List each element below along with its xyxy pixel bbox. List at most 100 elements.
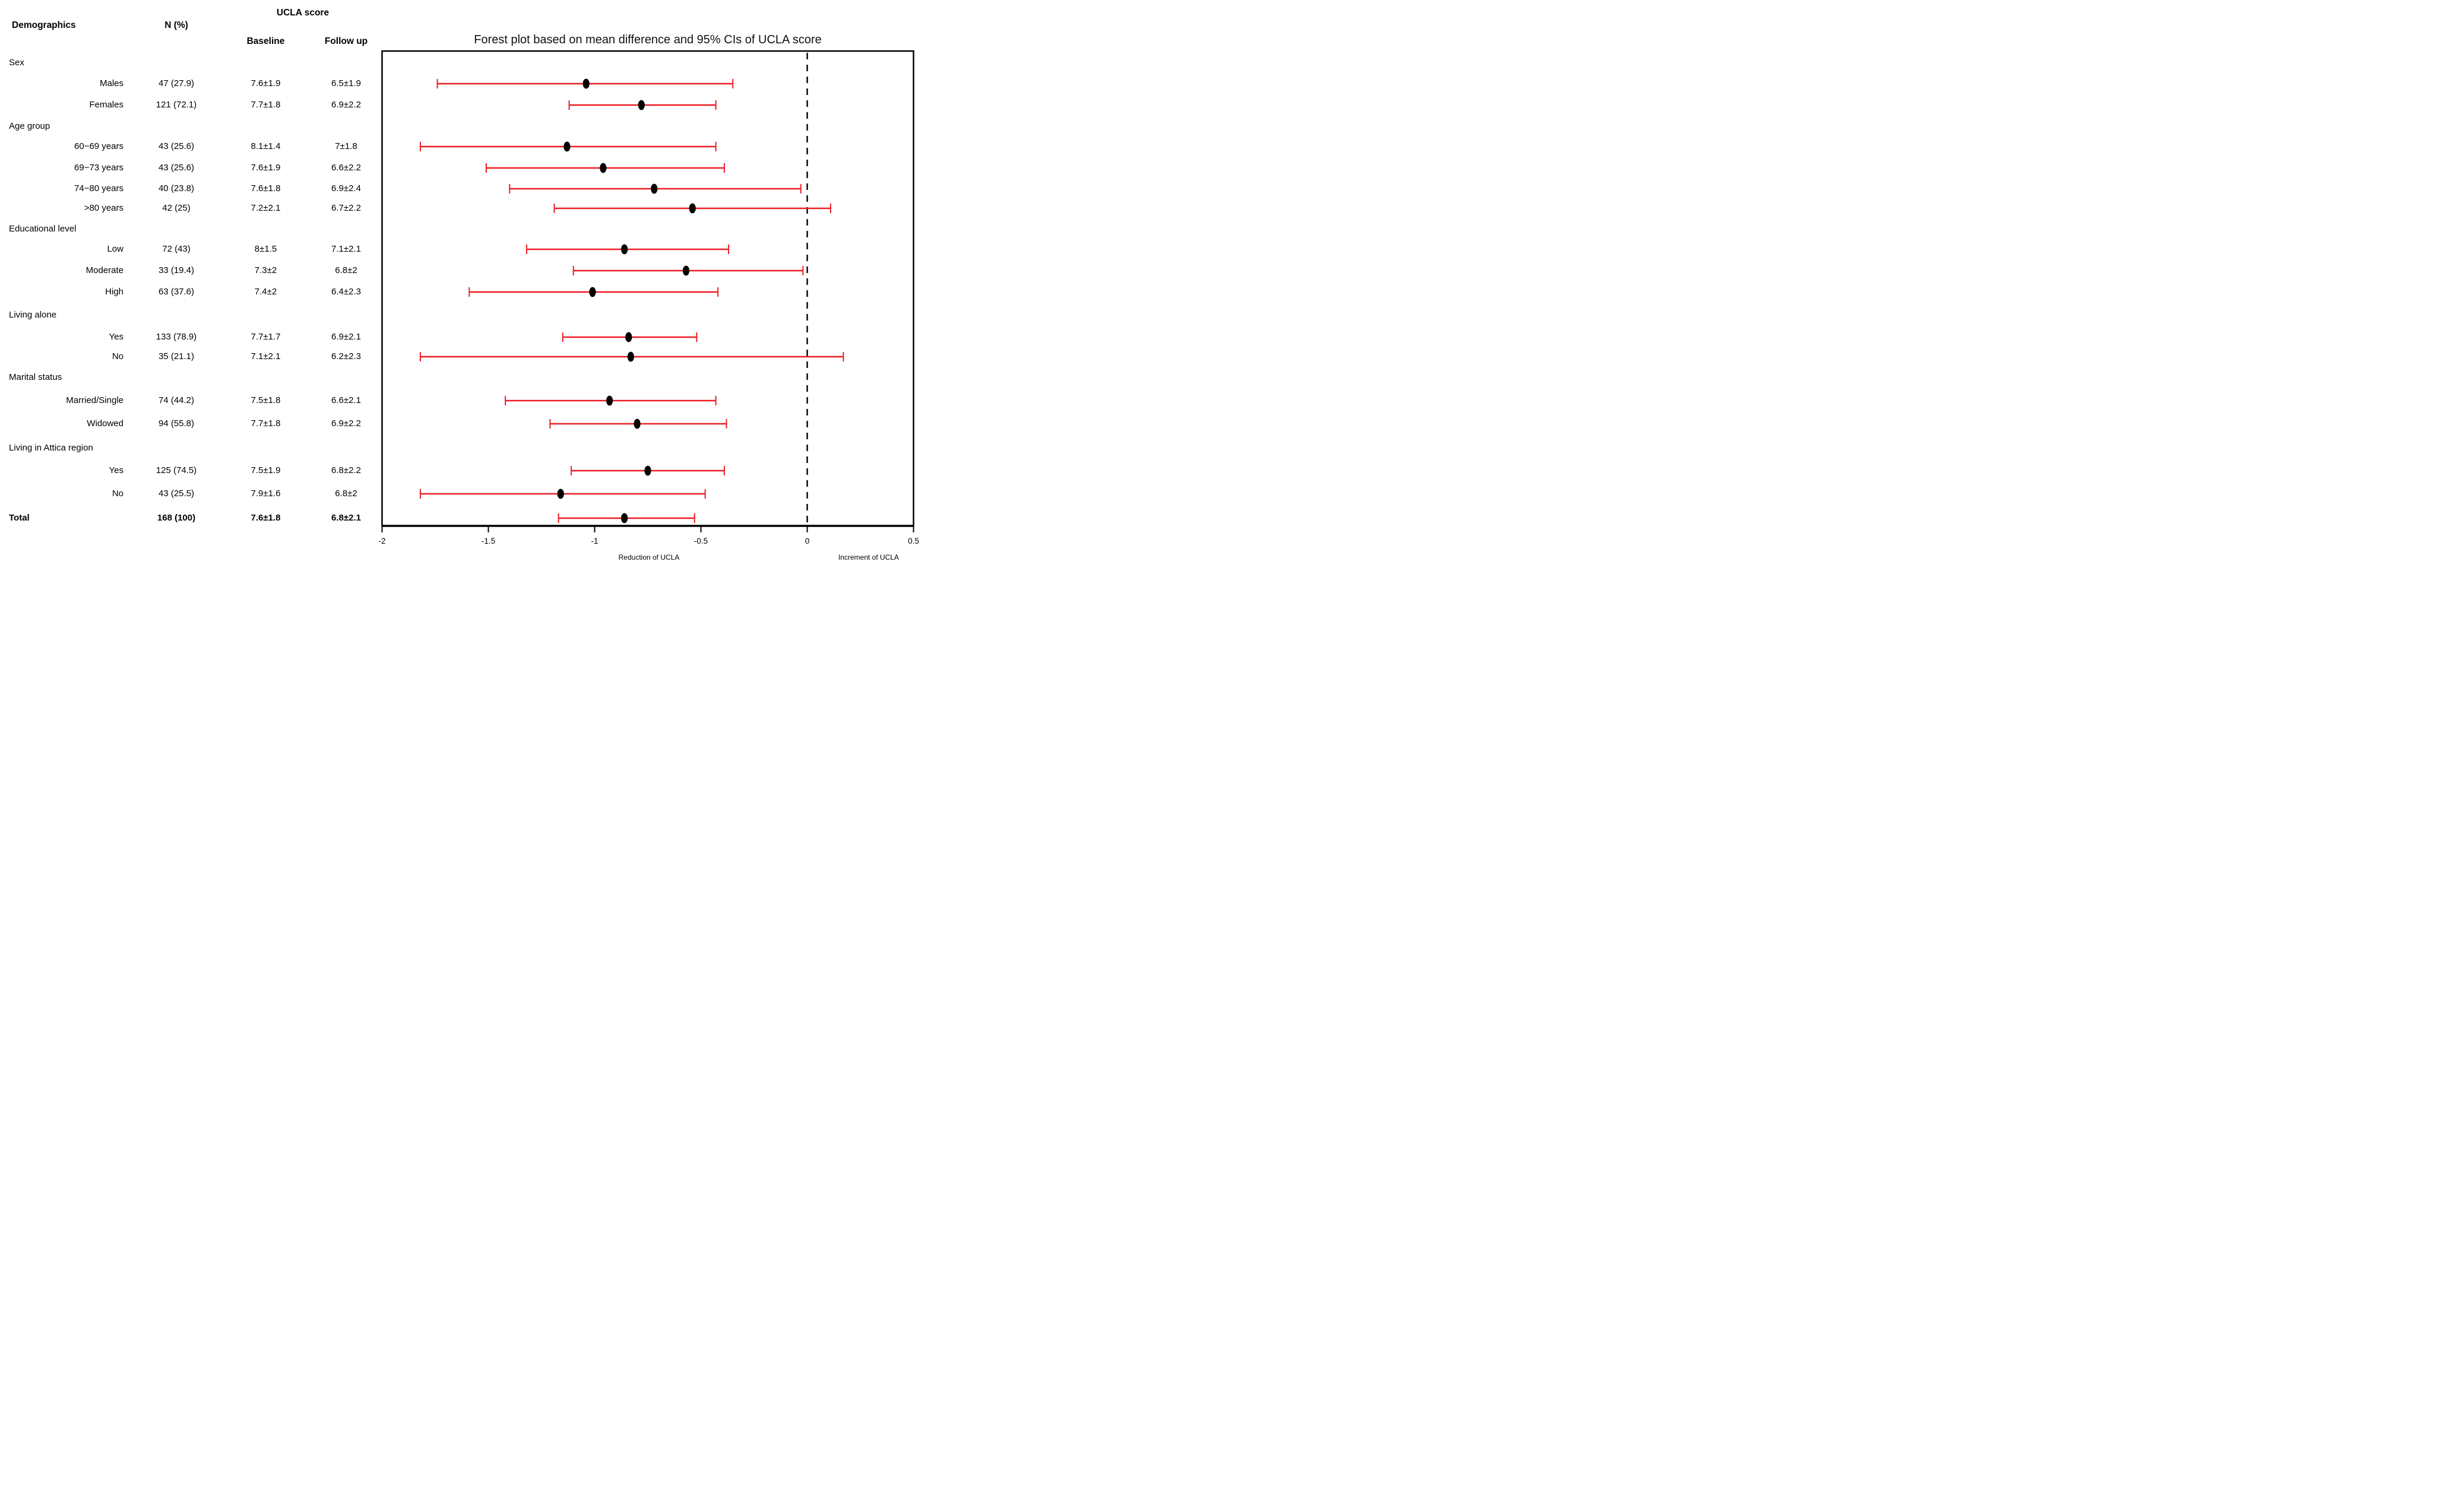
point-marker — [644, 465, 651, 476]
row-n-pct: 40 (23.8) — [158, 183, 195, 193]
table-row: Yes 133 (78.9) 7.7±1.7 6.9±2.1 — [0, 331, 380, 343]
forest-row — [419, 488, 706, 499]
row-label: Widowed — [87, 418, 123, 429]
row-followup: 6.6±2.1 — [331, 395, 361, 405]
row-baseline: 7.5±1.8 — [251, 395, 281, 405]
row-baseline: 7.7±1.8 — [251, 418, 281, 429]
row-followup: 6.9±2.4 — [331, 183, 361, 193]
row-n-pct: 47 (27.9) — [158, 78, 195, 88]
table-row: Males 47 (27.9) 7.6±1.9 6.5±1.9 — [0, 78, 380, 90]
row-label: Married/Single — [66, 395, 123, 405]
row-label: Moderate — [85, 265, 123, 275]
table-row: 60−69 years 43 (25.6) 8.1±1.4 7±1.8 — [0, 141, 380, 153]
point-marker — [621, 244, 628, 255]
row-followup: 6.9±2.1 — [331, 332, 361, 342]
forest-row — [568, 100, 717, 110]
row-followup: 6.8±2.1 — [331, 513, 361, 523]
col-header-ucla-score: UCLA score — [276, 8, 330, 18]
table-row: Low 72 (43) 8±1.5 7.1±2.1 — [0, 243, 380, 255]
x-tick-label: -2 — [378, 537, 385, 545]
point-marker — [606, 395, 613, 406]
row-n-pct: 133 (78.9) — [156, 332, 197, 342]
point-marker — [621, 513, 628, 524]
row-n-pct: 121 (72.1) — [156, 100, 197, 110]
point-marker — [625, 332, 632, 342]
table-row: Sex — [0, 57, 380, 69]
row-followup: 7.1±2.1 — [331, 244, 361, 254]
plot-border — [381, 50, 914, 527]
row-label: 74−80 years — [74, 183, 123, 193]
x-axis-caption-increment: Increment of UCLA — [838, 553, 900, 561]
row-label: 60−69 years — [74, 141, 123, 151]
row-baseline: 7.7±1.8 — [251, 100, 281, 110]
x-axis-caption-reduction: Reduction of UCLA — [618, 553, 680, 561]
row-followup: 6.9±2.2 — [331, 418, 361, 429]
row-label: Living alone — [9, 310, 57, 320]
row-n-pct: 94 (55.8) — [158, 418, 195, 429]
row-n-pct: 63 (37.6) — [158, 287, 195, 297]
chart-title: Forest plot based on mean difference and… — [474, 33, 822, 46]
forest-row — [562, 332, 698, 342]
row-baseline: 7.5±1.9 — [251, 465, 281, 475]
row-followup: 6.9±2.2 — [331, 100, 361, 110]
forest-row — [571, 465, 725, 476]
row-label: Females — [89, 100, 123, 110]
table-row: Living in Attica region — [0, 442, 380, 454]
row-label: Yes — [109, 332, 123, 342]
table-row: Total 168 (100) 7.6±1.8 6.8±2.1 — [0, 512, 380, 524]
row-label: Sex — [9, 58, 24, 68]
row-followup: 6.4±2.3 — [331, 287, 361, 297]
row-baseline: 7.1±2.1 — [251, 351, 281, 361]
point-marker — [638, 100, 645, 110]
row-label: Total — [9, 513, 30, 523]
table-row: 69−73 years 43 (25.6) 7.6±1.9 6.6±2.2 — [0, 162, 380, 174]
point-marker — [634, 418, 641, 429]
forest-row — [558, 513, 695, 524]
table-row: No 43 (25.5) 7.9±1.6 6.8±2 — [0, 488, 380, 500]
col-header-follow-up: Follow up — [324, 36, 368, 46]
table-row: Females 121 (72.1) 7.7±1.8 6.9±2.2 — [0, 99, 380, 111]
row-baseline: 7.7±1.7 — [251, 332, 281, 342]
row-followup: 6.8±2 — [335, 265, 357, 275]
table-row: 74−80 years 40 (23.8) 7.6±1.8 6.9±2.4 — [0, 183, 380, 195]
point-marker — [589, 287, 596, 297]
x-tick-label: -0.5 — [694, 537, 708, 545]
row-n-pct: 43 (25.6) — [158, 141, 195, 151]
forest-plot-figure: Demographics N (%) UCLA score Baseline F… — [0, 0, 924, 565]
table-row: >80 years 42 (25) 7.2±2.1 6.7±2.2 — [0, 202, 380, 214]
row-label: Age group — [9, 121, 50, 131]
row-baseline: 8.1±1.4 — [251, 141, 281, 151]
row-followup: 6.8±2 — [335, 488, 357, 499]
forest-row — [572, 265, 804, 276]
point-marker — [557, 488, 564, 499]
row-label: Marital status — [9, 372, 62, 382]
row-followup: 6.8±2.2 — [331, 465, 361, 475]
row-label: 69−73 years — [74, 163, 123, 173]
row-label: Educational level — [9, 224, 77, 234]
table-row: Yes 125 (74.5) 7.5±1.9 6.8±2.2 — [0, 465, 380, 477]
table-row: Educational level — [0, 223, 380, 235]
row-followup: 6.6±2.2 — [331, 163, 361, 173]
row-label: >80 years — [84, 203, 123, 213]
col-header-demographics: Demographics — [12, 20, 76, 30]
forest-plot-canvas: -2 -1.5 -1 -0.5 0 0.5 — [378, 50, 919, 545]
point-marker — [582, 78, 590, 89]
row-n-pct: 43 (25.5) — [158, 488, 195, 499]
forest-row — [553, 203, 831, 214]
row-followup: 6.2±2.3 — [331, 351, 361, 361]
point-marker — [651, 183, 658, 194]
row-label: High — [105, 287, 123, 297]
point-marker — [563, 141, 571, 152]
row-n-pct: 43 (25.6) — [158, 163, 195, 173]
x-tick-label: 0.5 — [908, 537, 919, 545]
point-marker — [689, 203, 696, 214]
forest-row — [468, 287, 719, 297]
row-n-pct: 33 (19.4) — [158, 265, 195, 275]
row-n-pct: 72 (43) — [162, 244, 191, 254]
row-label: Living in Attica region — [9, 443, 93, 453]
row-label: No — [112, 488, 123, 499]
forest-row — [419, 141, 717, 152]
row-n-pct: 42 (25) — [162, 203, 191, 213]
row-followup: 6.5±1.9 — [331, 78, 361, 88]
col-header-n-pct: N (%) — [164, 20, 188, 30]
